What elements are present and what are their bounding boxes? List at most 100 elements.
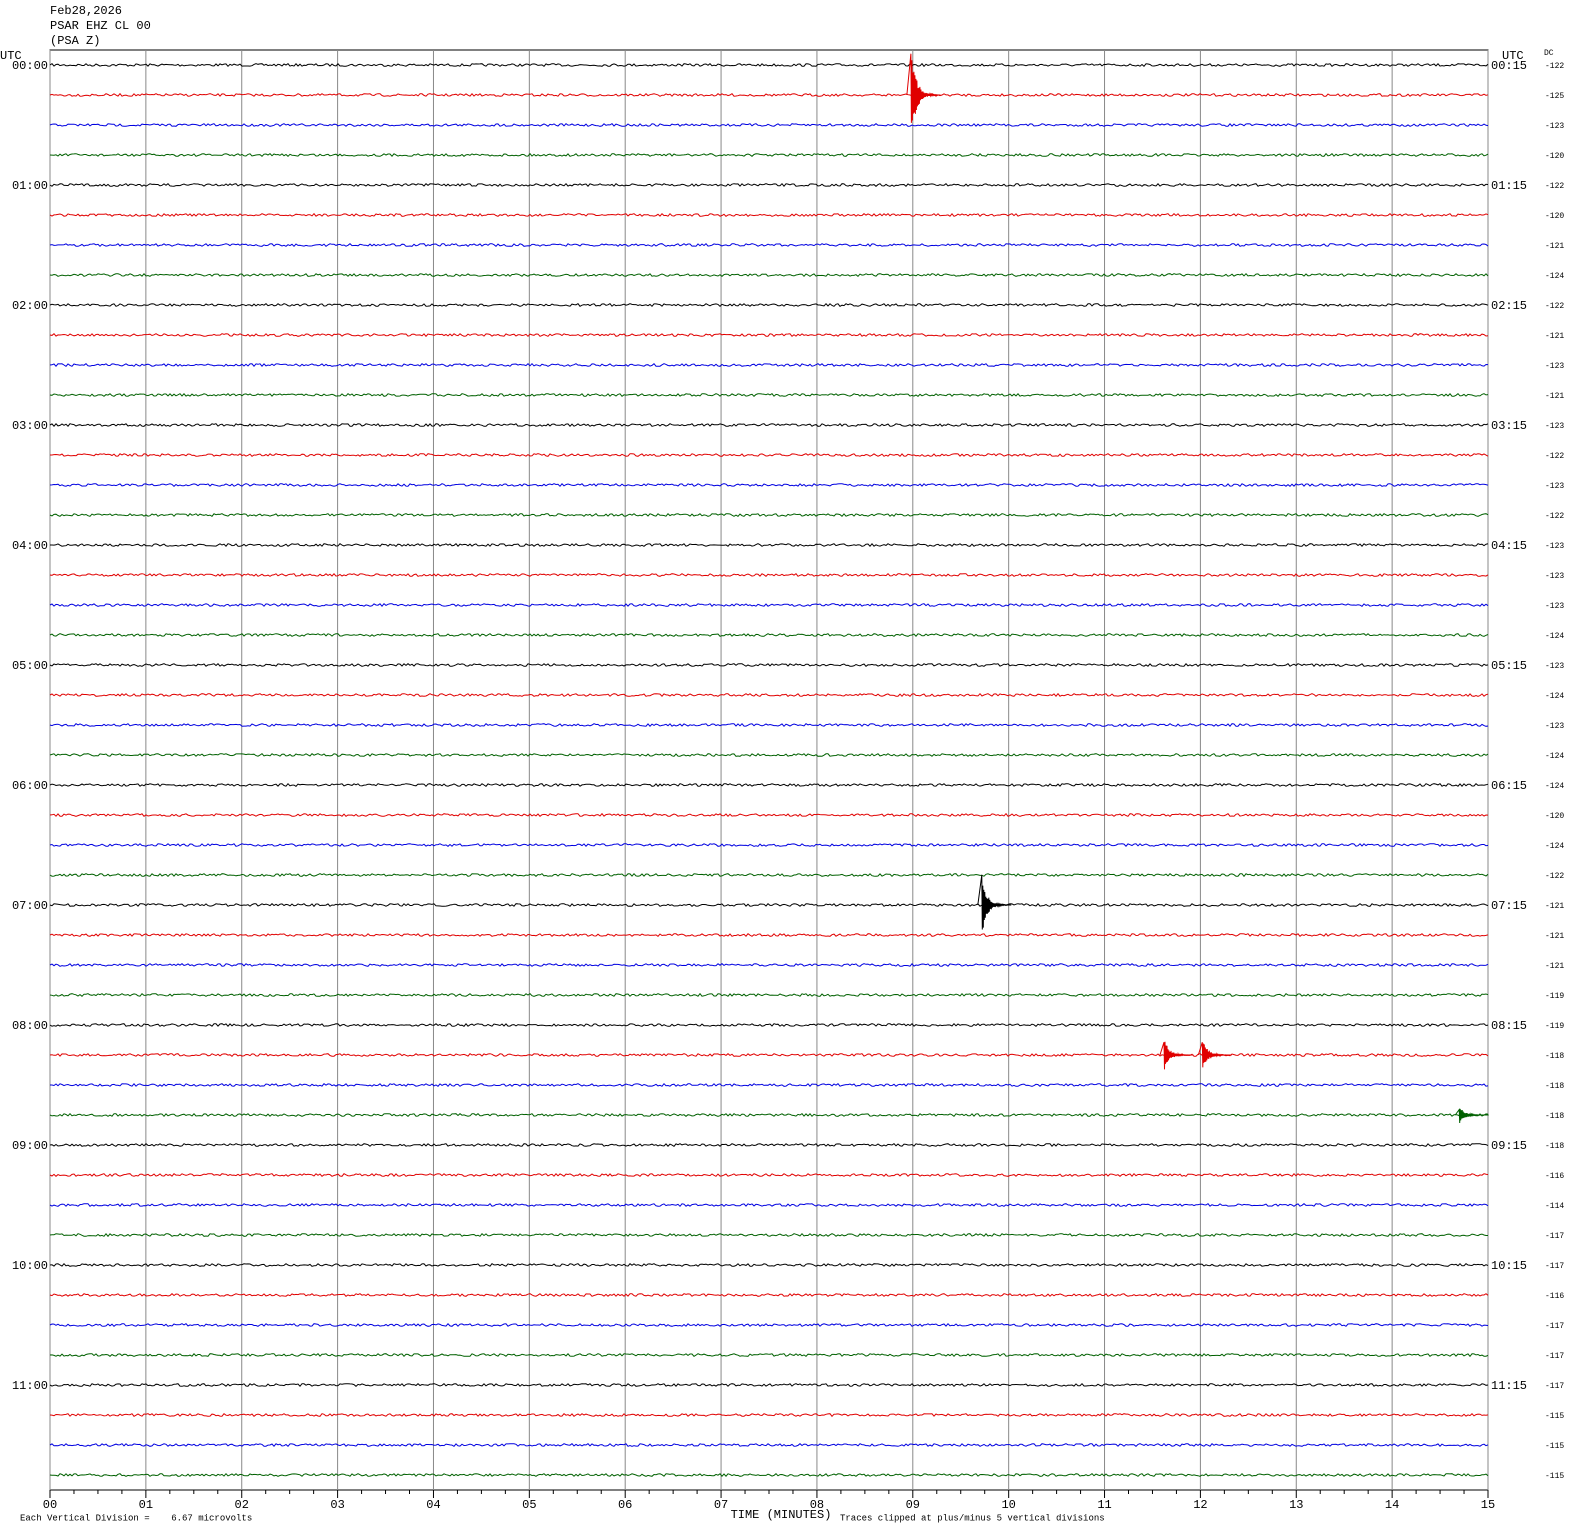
- dc-offset: -121: [1545, 962, 1564, 971]
- dc-offset: -123: [1545, 542, 1564, 551]
- trace: [49, 992, 1489, 997]
- dc-offset: -119: [1545, 1022, 1564, 1031]
- seismic-event: [977, 874, 1012, 930]
- x-tick-label: 06: [618, 1498, 632, 1512]
- trace: [49, 1442, 1489, 1448]
- end-time: 05:15: [1491, 659, 1527, 673]
- trace: [49, 422, 1489, 428]
- x-tick-label: 08: [810, 1498, 824, 1512]
- trace: [49, 1292, 1489, 1298]
- dc-offset: -123: [1545, 662, 1564, 671]
- trace: [49, 1022, 1489, 1027]
- dc-offset: -117: [1545, 1382, 1564, 1391]
- trace: [49, 152, 1489, 158]
- trace: [49, 1172, 1489, 1177]
- dc-offset: -122: [1545, 182, 1564, 191]
- dc-offset: -117: [1545, 1352, 1564, 1361]
- end-time: 11:15: [1491, 1379, 1527, 1393]
- dc-offset: -122: [1545, 62, 1564, 71]
- dc-offset: -121: [1545, 392, 1564, 401]
- end-time: 00:15: [1491, 59, 1527, 73]
- right-axis-label: UTC: [1502, 49, 1524, 63]
- trace: [49, 963, 1489, 968]
- trace: [49, 92, 1489, 98]
- end-time: 10:15: [1491, 1259, 1527, 1273]
- x-tick-label: 01: [139, 1498, 153, 1512]
- dc-offset: -124: [1545, 272, 1564, 281]
- trace: [49, 483, 1489, 488]
- trace: [49, 843, 1489, 848]
- dc-offset: -115: [1545, 1412, 1564, 1421]
- trace: [49, 1053, 1489, 1058]
- dc-offset: -117: [1545, 1262, 1564, 1271]
- x-tick-label: 13: [1289, 1498, 1303, 1512]
- x-tick-label: 07: [714, 1498, 728, 1512]
- x-tick-label: 09: [906, 1498, 920, 1512]
- trace: [49, 332, 1489, 338]
- trace: [49, 1322, 1489, 1327]
- x-tick-label: 12: [1193, 1498, 1207, 1512]
- seismic-event: [1454, 1108, 1489, 1124]
- trace: [49, 1112, 1489, 1118]
- dc-offset: -121: [1545, 242, 1564, 251]
- trace: [49, 602, 1489, 607]
- x-tick-label: 11: [1097, 1498, 1111, 1512]
- trace: [49, 572, 1489, 577]
- trace: [49, 1202, 1489, 1208]
- title-line: PSAR EHZ CL 00: [50, 19, 151, 33]
- start-time: 03:00: [12, 419, 48, 433]
- dc-offset: -119: [1545, 992, 1564, 1001]
- end-time: 09:15: [1491, 1139, 1527, 1153]
- trace: [49, 1232, 1488, 1238]
- dc-offset: -122: [1545, 512, 1564, 521]
- start-time: 05:00: [12, 659, 48, 673]
- trace: [49, 302, 1489, 308]
- trace: [49, 62, 1489, 68]
- dc-offset: -118: [1545, 1112, 1564, 1121]
- x-tick-label: 10: [1001, 1498, 1015, 1512]
- start-time: 10:00: [12, 1259, 48, 1273]
- trace: [49, 692, 1489, 698]
- start-time: 01:00: [12, 179, 48, 193]
- dc-offset: -125: [1545, 92, 1564, 101]
- end-time: 07:15: [1491, 899, 1527, 913]
- trace: [49, 212, 1489, 218]
- x-axis-label: TIME (MINUTES): [731, 1508, 832, 1522]
- trace: [49, 633, 1489, 637]
- seismic-event: [1197, 1042, 1232, 1068]
- trace: [49, 782, 1489, 788]
- end-time: 02:15: [1491, 299, 1527, 313]
- dc-offset: -123: [1545, 122, 1564, 131]
- seismic-event: [1159, 1041, 1194, 1070]
- trace: [49, 242, 1489, 248]
- trace: [49, 932, 1489, 938]
- dc-offset: -124: [1545, 842, 1564, 851]
- trace: [49, 393, 1489, 398]
- start-time: 11:00: [12, 1379, 48, 1393]
- dc-offset: -116: [1545, 1172, 1564, 1181]
- trace: [49, 123, 1489, 127]
- dc-offset: -115: [1545, 1472, 1564, 1481]
- trace: [49, 1352, 1489, 1358]
- start-time: 06:00: [12, 779, 48, 793]
- trace: [49, 722, 1489, 728]
- dc-offset: -124: [1545, 632, 1564, 641]
- x-tick-label: 14: [1385, 1498, 1399, 1512]
- dc-offset: -124: [1545, 752, 1564, 761]
- trace: [49, 902, 1489, 908]
- dc-offset: -124: [1545, 782, 1564, 791]
- dc-offset: -121: [1545, 932, 1564, 941]
- dc-offset: -123: [1545, 602, 1564, 611]
- dc-offset: -114: [1545, 1202, 1564, 1211]
- clip-note: Traces clipped at plus/minus 5 vertical …: [840, 1513, 1105, 1523]
- trace: [49, 812, 1489, 818]
- dc-offset: -118: [1545, 1142, 1564, 1151]
- trace: [49, 512, 1489, 518]
- dc-offset: -123: [1545, 482, 1564, 491]
- trace: [49, 872, 1489, 878]
- dc-offset: -123: [1545, 572, 1564, 581]
- x-tick-label: 04: [426, 1498, 440, 1512]
- trace: [50, 1082, 1489, 1088]
- x-tick-label: 05: [522, 1498, 536, 1512]
